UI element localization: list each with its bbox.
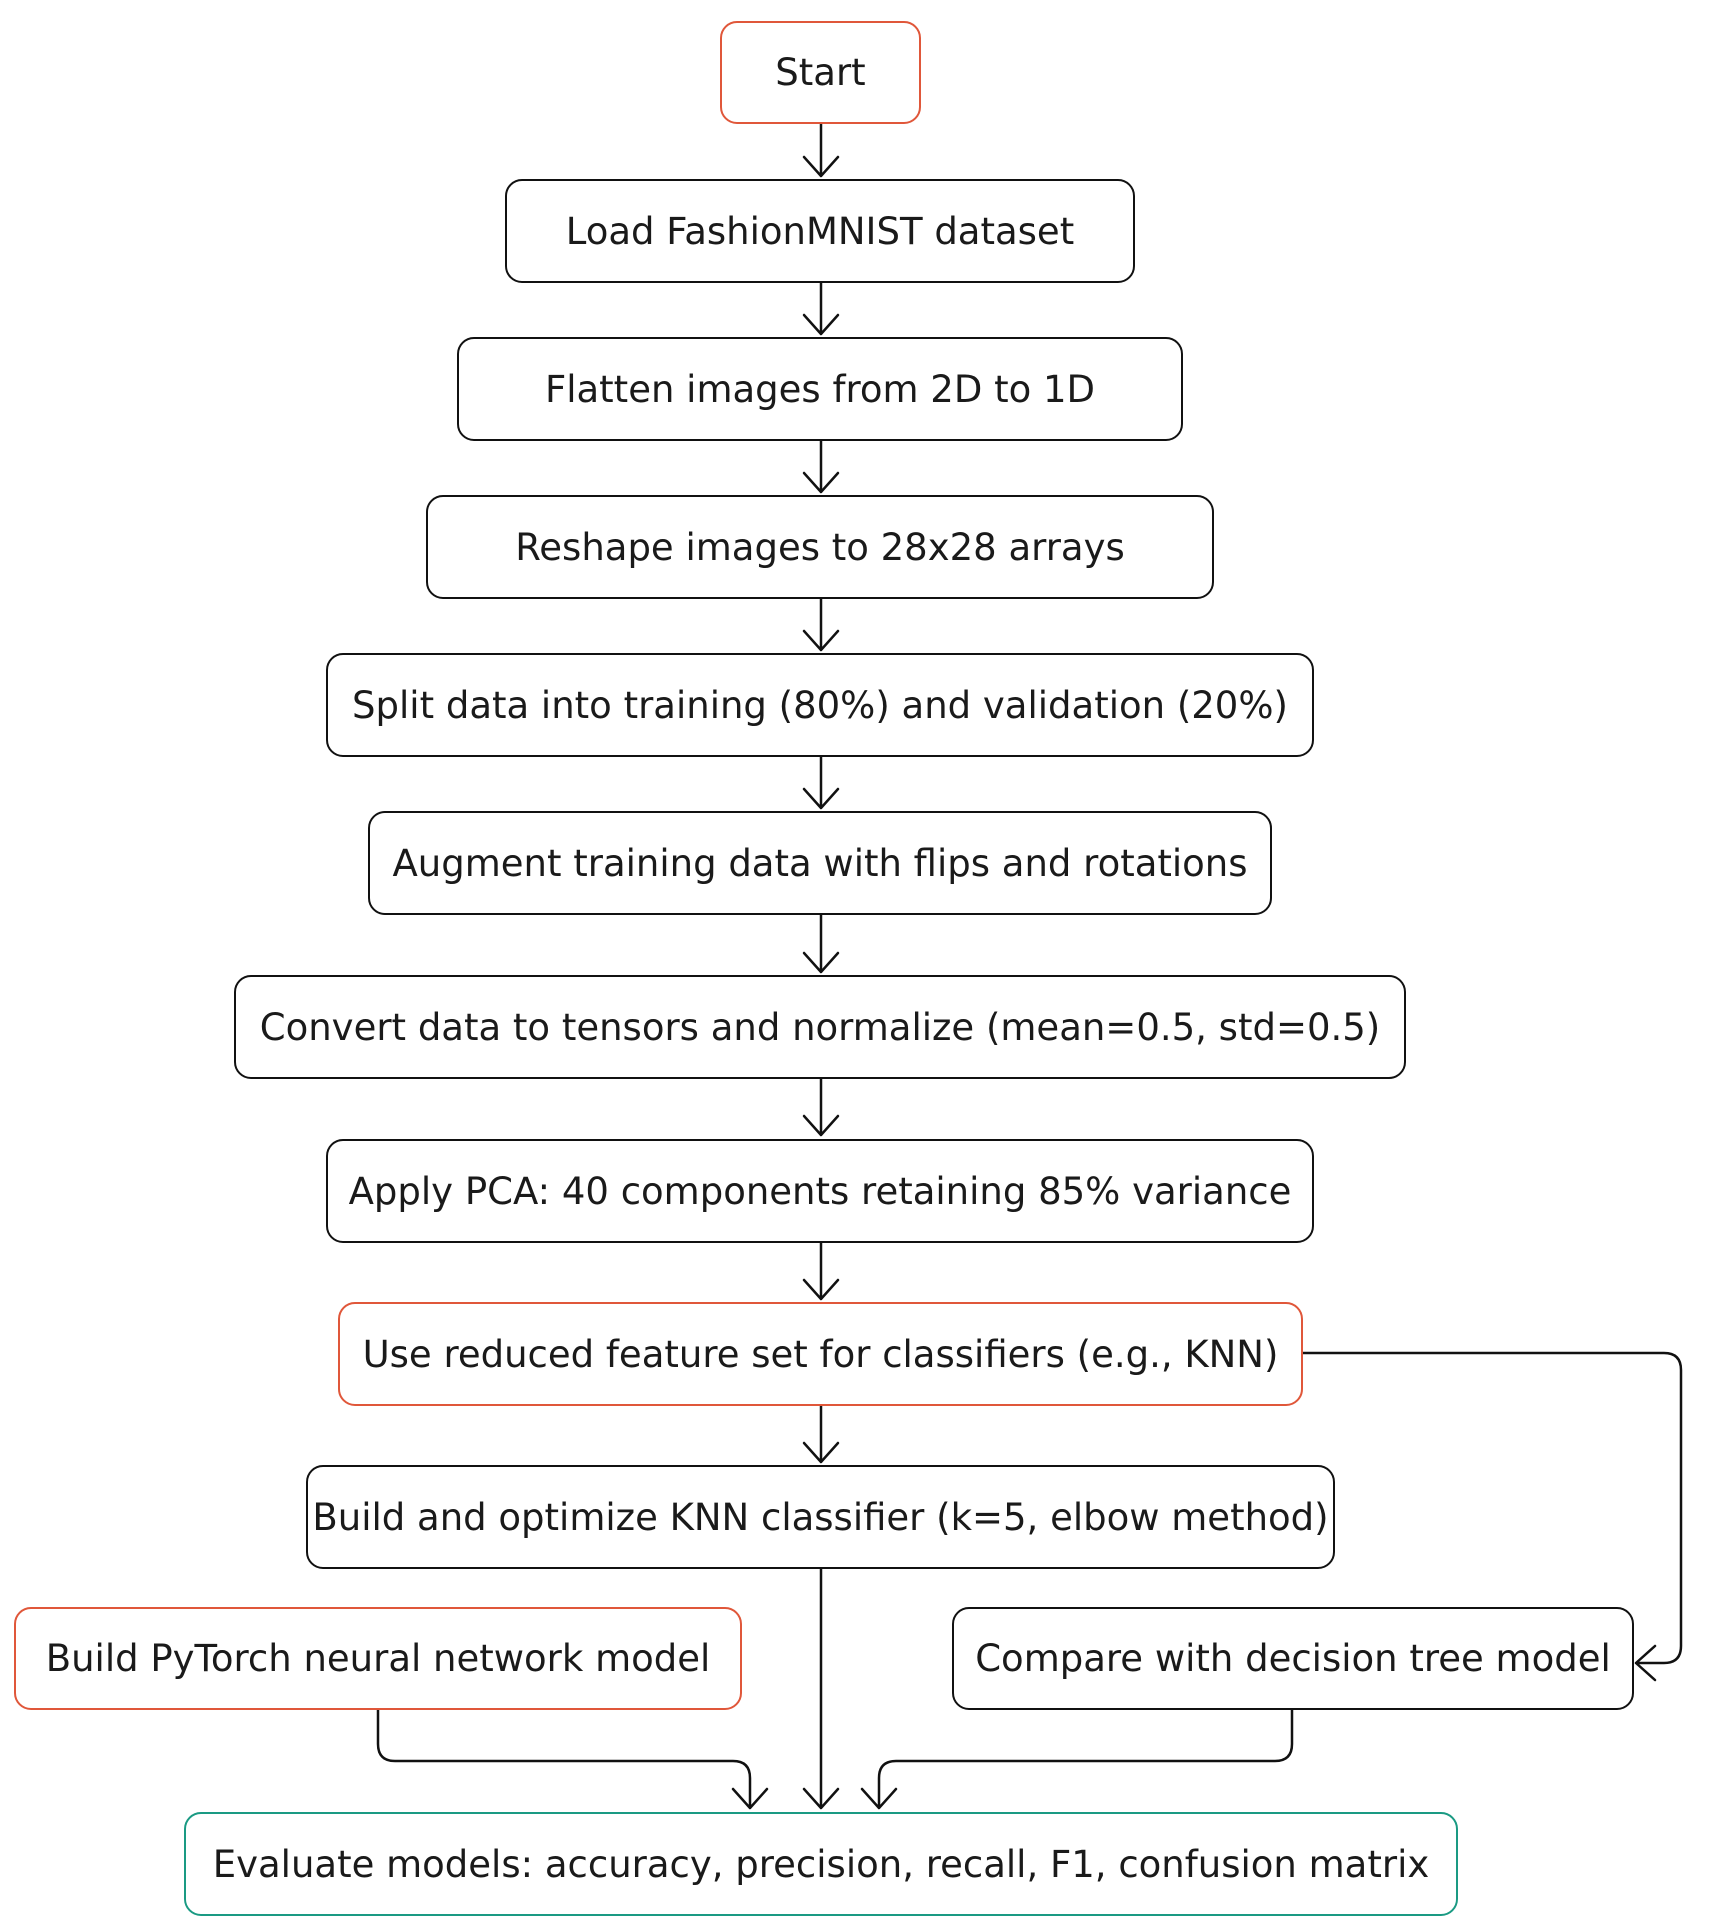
edge-pca-reduced	[802, 1241, 840, 1301]
node-flatten: Flatten images from 2D to 1D	[457, 337, 1183, 441]
edge-pytorch-evaluate	[376, 1708, 769, 1810]
edge-load-flatten	[802, 281, 840, 336]
node-evaluate: Evaluate models: accuracy, precision, re…	[184, 1812, 1458, 1916]
node-reshape-label: Reshape images to 28x28 arrays	[515, 525, 1125, 569]
node-reduced-features-label: Use reduced feature set for classifiers …	[362, 1332, 1279, 1376]
node-split-label: Split data into training (80%) and valid…	[352, 683, 1288, 727]
node-decision-tree-label: Compare with decision tree model	[975, 1637, 1611, 1680]
node-augment: Augment training data with flips and rot…	[368, 811, 1272, 915]
edge-reduced-knn	[802, 1404, 840, 1464]
node-reduced-features: Use reduced feature set for classifiers …	[338, 1302, 1303, 1406]
node-knn-label: Build and optimize KNN classifier (k=5, …	[312, 1495, 1329, 1539]
edge-knn-evaluate	[802, 1567, 840, 1810]
edge-convert-pca	[802, 1077, 840, 1137]
node-pytorch: Build PyTorch neural network model	[14, 1607, 742, 1710]
edge-flatten-reshape	[802, 439, 840, 494]
node-load-dataset-label: Load FashionMNIST dataset	[565, 209, 1075, 253]
edge-reshape-split	[802, 597, 840, 652]
node-convert-label: Convert data to tensors and normalize (m…	[259, 1005, 1381, 1049]
node-evaluate-label: Evaluate models: accuracy, precision, re…	[212, 1842, 1430, 1886]
node-split: Split data into training (80%) and valid…	[326, 653, 1314, 757]
edge-reduced-tree	[1301, 1351, 1683, 1682]
node-augment-label: Augment training data with flips and rot…	[392, 841, 1248, 885]
node-reshape: Reshape images to 28x28 arrays	[426, 495, 1214, 599]
node-pca-label: Apply PCA: 40 components retaining 85% v…	[348, 1169, 1292, 1213]
edge-start-load	[802, 122, 840, 178]
node-convert: Convert data to tensors and normalize (m…	[234, 975, 1406, 1079]
node-pca: Apply PCA: 40 components retaining 85% v…	[326, 1139, 1314, 1243]
node-knn: Build and optimize KNN classifier (k=5, …	[306, 1465, 1335, 1569]
node-pytorch-label: Build PyTorch neural network model	[45, 1637, 711, 1680]
node-decision-tree: Compare with decision tree model	[952, 1607, 1634, 1710]
edge-augment-convert	[802, 913, 840, 974]
node-load-dataset: Load FashionMNIST dataset	[505, 179, 1135, 283]
edge-tree-evaluate	[860, 1708, 1294, 1810]
node-flatten-label: Flatten images from 2D to 1D	[544, 367, 1096, 411]
edge-split-augment	[802, 755, 840, 810]
node-start: Start	[720, 21, 921, 124]
node-start-label: Start	[775, 51, 866, 94]
